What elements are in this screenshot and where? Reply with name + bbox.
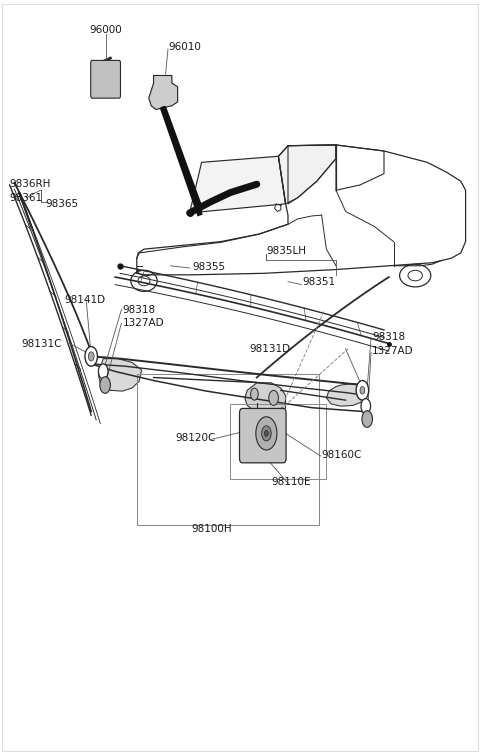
Circle shape (262, 426, 271, 441)
Text: 98110E: 98110E (271, 476, 311, 487)
Polygon shape (149, 76, 178, 109)
Text: 1327AD: 1327AD (372, 346, 414, 356)
Text: 96000: 96000 (89, 25, 122, 35)
Bar (230, 404, 326, 479)
Text: 9836RH: 9836RH (10, 179, 51, 190)
Text: 1327AD: 1327AD (122, 318, 164, 328)
Circle shape (264, 430, 268, 436)
Text: 98141D: 98141D (65, 295, 106, 306)
Text: 98355: 98355 (192, 261, 225, 272)
Text: 98131D: 98131D (250, 344, 291, 354)
Circle shape (256, 417, 277, 450)
Bar (137, 374, 319, 525)
FancyBboxPatch shape (240, 408, 286, 463)
Text: 98120C: 98120C (175, 433, 216, 443)
Polygon shape (98, 359, 142, 391)
Text: 98160C: 98160C (322, 449, 362, 460)
Circle shape (362, 411, 372, 427)
Circle shape (360, 387, 365, 394)
Text: 98351: 98351 (302, 277, 336, 288)
Polygon shape (278, 145, 336, 204)
Circle shape (251, 388, 258, 400)
Polygon shape (245, 383, 286, 415)
Text: 9835LH: 9835LH (266, 245, 306, 256)
Polygon shape (190, 156, 286, 213)
Polygon shape (326, 384, 365, 406)
Text: 98318: 98318 (122, 304, 156, 315)
FancyBboxPatch shape (91, 60, 120, 98)
Text: 98361: 98361 (10, 193, 43, 203)
Text: 98365: 98365 (46, 199, 79, 209)
Circle shape (88, 352, 94, 361)
Circle shape (269, 390, 278, 405)
Circle shape (100, 377, 110, 393)
Text: 98318: 98318 (372, 331, 405, 342)
Text: 96010: 96010 (168, 42, 201, 52)
Circle shape (98, 364, 108, 379)
Text: 98131C: 98131C (22, 338, 62, 349)
Text: 98100H: 98100H (191, 523, 231, 534)
Circle shape (85, 347, 97, 366)
Circle shape (356, 381, 369, 400)
Circle shape (361, 399, 371, 414)
